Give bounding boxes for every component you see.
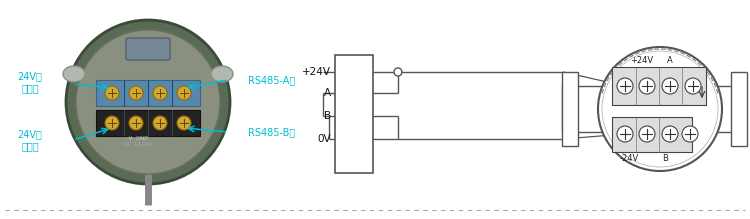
Circle shape [66, 20, 230, 184]
Circle shape [598, 47, 722, 171]
Text: -24V: -24V [620, 154, 639, 163]
Text: RS485-B极: RS485-B极 [248, 127, 296, 137]
Bar [96, 80, 200, 106]
Bar [612, 67, 706, 105]
Circle shape [617, 78, 633, 94]
Bar [562, 86, 745, 132]
Circle shape [662, 78, 678, 94]
Circle shape [177, 86, 191, 100]
Text: B: B [324, 111, 331, 121]
Text: A: A [324, 88, 331, 98]
Ellipse shape [63, 66, 85, 82]
Circle shape [662, 126, 678, 142]
Bar [731, 72, 747, 146]
Text: +24V: +24V [302, 67, 331, 77]
Text: -V  GND: -V GND [128, 136, 148, 141]
Circle shape [177, 116, 191, 130]
Text: 24V电
源正极: 24V电 源正极 [17, 71, 43, 93]
Circle shape [129, 86, 143, 100]
Circle shape [129, 116, 143, 130]
Ellipse shape [211, 66, 233, 82]
Text: A: A [668, 56, 673, 65]
Circle shape [153, 116, 167, 130]
Circle shape [685, 78, 701, 94]
Circle shape [602, 51, 718, 167]
Circle shape [639, 126, 655, 142]
Text: +24V: +24V [630, 56, 653, 65]
Text: DC  12-24V: DC 12-24V [124, 142, 152, 147]
Circle shape [639, 78, 655, 94]
Bar [562, 72, 578, 146]
Text: 0V: 0V [317, 134, 331, 144]
Bar [96, 110, 200, 136]
Circle shape [105, 116, 119, 130]
FancyBboxPatch shape [126, 38, 170, 60]
Circle shape [617, 126, 633, 142]
Bar [612, 117, 692, 152]
Text: 24V电
源负极: 24V电 源负极 [17, 129, 43, 151]
Circle shape [682, 126, 698, 142]
Circle shape [394, 68, 402, 76]
Text: RS485-A极: RS485-A极 [248, 75, 296, 85]
Bar [335, 55, 373, 173]
Circle shape [76, 30, 220, 174]
Circle shape [105, 86, 119, 100]
Circle shape [153, 86, 167, 100]
Text: B: B [662, 154, 668, 163]
